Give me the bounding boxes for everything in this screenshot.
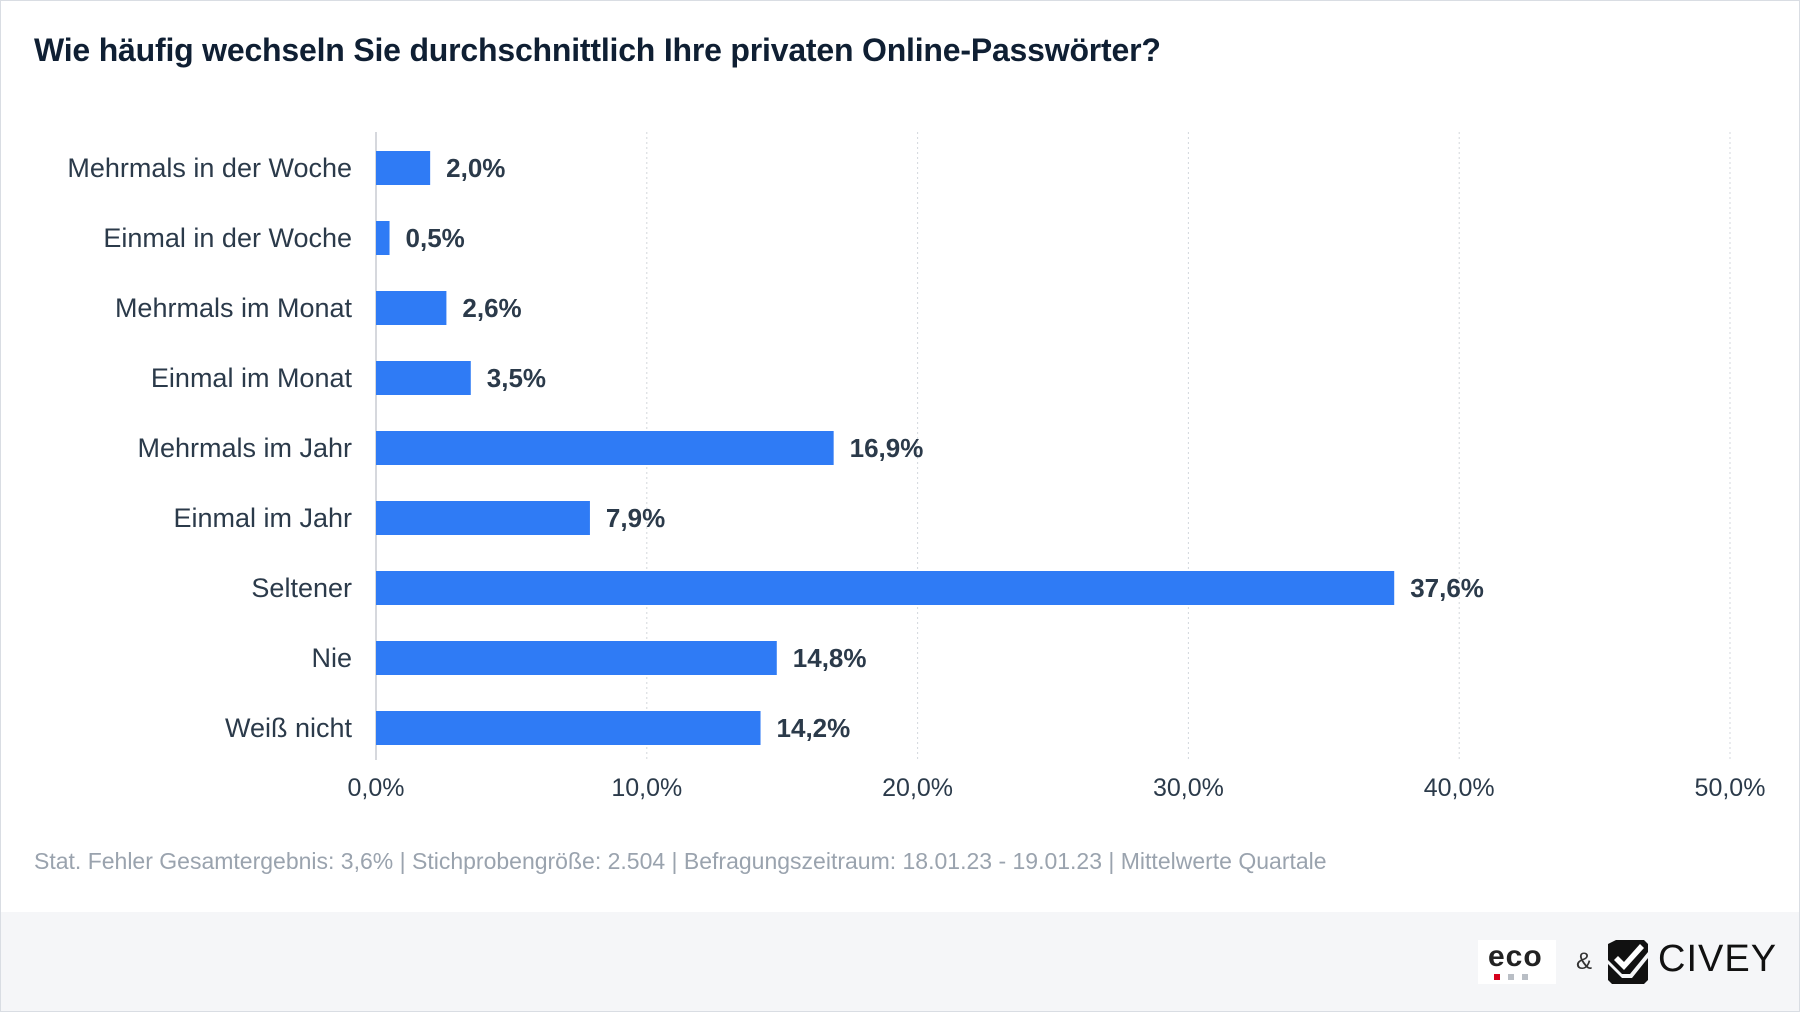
bar <box>376 571 1395 605</box>
eco-logo-dots <box>1494 974 1542 980</box>
x-tick-label: 40,0% <box>1424 774 1495 802</box>
bar <box>376 501 590 535</box>
eco-logo-text: eco <box>1488 940 1543 973</box>
category-label: Nie <box>311 643 352 673</box>
bar <box>376 221 390 255</box>
x-tick-label: 30,0% <box>1153 774 1224 802</box>
bar <box>376 151 431 185</box>
value-labels: 2,0% 0,5% 2,6% 3,5% 16,9% 7,9% 37,6% 14,8% 14,2% <box>406 153 1484 743</box>
category-label: Mehrmals im Monat <box>115 293 353 323</box>
category-label: Einmal in der Woche <box>103 223 352 253</box>
category-label: Seltener <box>251 573 352 603</box>
category-label: Weiß nicht <box>225 713 353 743</box>
bar <box>376 431 834 465</box>
category-label: Einmal im Jahr <box>173 503 352 533</box>
chart-title: Wie häufig wechseln Sie durchschnittlich… <box>34 32 1161 68</box>
x-tick-label: 20,0% <box>882 774 953 802</box>
bar <box>376 641 777 675</box>
bar <box>376 361 471 395</box>
x-tick-label: 10,0% <box>611 774 682 802</box>
civey-logo-text: CIVEY <box>1658 938 1778 980</box>
category-label: Einmal im Monat <box>151 363 353 393</box>
value-label: 3,5% <box>487 363 546 393</box>
category-label: Mehrmals in der Woche <box>67 153 352 183</box>
bar-chart: Mehrmals in der Woche Einmal in der Woche… <box>67 132 1766 802</box>
x-tick-label: 50,0% <box>1695 774 1766 802</box>
category-labels: Mehrmals in der Woche Einmal in der Woche… <box>67 153 352 743</box>
footnote: Stat. Fehler Gesamtergebnis: 3,6% | Stic… <box>34 848 1327 874</box>
value-label: 0,5% <box>406 223 465 253</box>
value-label: 14,2% <box>777 713 851 743</box>
civey-logo-mark-icon <box>1608 940 1648 984</box>
eco-logo: eco <box>1478 940 1556 984</box>
x-tick-label: 0,0% <box>348 774 405 802</box>
value-label: 14,8% <box>793 643 867 673</box>
ampersand: & <box>1576 948 1593 975</box>
value-label: 2,0% <box>446 153 505 183</box>
value-label: 7,9% <box>606 503 665 533</box>
value-label: 16,9% <box>850 433 924 463</box>
bar <box>376 291 447 325</box>
value-label: 2,6% <box>462 293 521 323</box>
x-axis-ticks: 0,0% 10,0% 20,0% 30,0% 40,0% 50,0% <box>348 774 1766 802</box>
bars <box>376 151 1395 745</box>
value-label: 37,6% <box>1410 573 1484 603</box>
category-label: Mehrmals im Jahr <box>137 433 352 463</box>
bar <box>376 711 761 745</box>
